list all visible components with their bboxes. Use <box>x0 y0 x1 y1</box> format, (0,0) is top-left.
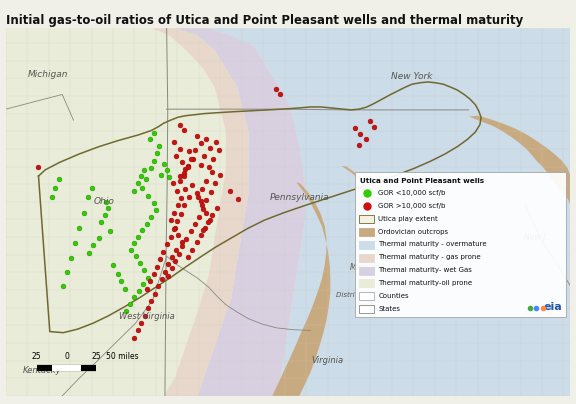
Text: Counties: Counties <box>378 293 409 299</box>
Polygon shape <box>469 116 570 205</box>
Polygon shape <box>342 166 372 203</box>
Text: Utica and Point Pleasant wells: Utica and Point Pleasant wells <box>360 178 484 184</box>
Text: Ohio: Ohio <box>94 197 115 206</box>
Text: Initial gas-to-oil ratios of Utica and Point Pleasant wells and thermal maturity: Initial gas-to-oil ratios of Utica and P… <box>6 14 523 27</box>
Polygon shape <box>272 183 330 396</box>
Text: New J.: New J. <box>525 234 548 242</box>
Text: Thermal maturity- wet Gas: Thermal maturity- wet Gas <box>378 267 472 273</box>
Polygon shape <box>209 28 570 396</box>
Text: Thermal maturity-oil prone: Thermal maturity-oil prone <box>378 280 472 286</box>
Bar <box>359 241 374 249</box>
Text: Pennsylvania: Pennsylvania <box>270 193 329 202</box>
Text: 0: 0 <box>64 352 69 361</box>
Bar <box>355 172 566 317</box>
Text: Ordovician outcrops: Ordovician outcrops <box>378 229 449 235</box>
Text: New York: New York <box>392 72 433 80</box>
Bar <box>359 215 374 223</box>
Text: Kentucky: Kentucky <box>23 366 62 375</box>
Text: States: States <box>378 306 400 312</box>
Bar <box>359 280 374 288</box>
Text: 50 miles: 50 miles <box>107 352 139 361</box>
Text: eia: eia <box>543 303 562 312</box>
Text: 25: 25 <box>91 352 101 361</box>
Bar <box>359 267 374 275</box>
Text: Thermal maturity - gas prone: Thermal maturity - gas prone <box>378 255 481 260</box>
Bar <box>359 254 374 262</box>
Text: 25: 25 <box>32 352 41 361</box>
Text: GOR <10,000 scf/b: GOR <10,000 scf/b <box>378 190 446 196</box>
Text: GOR >10,000 scf/b: GOR >10,000 scf/b <box>378 203 446 209</box>
Bar <box>359 292 374 300</box>
Text: Virginia: Virginia <box>312 356 343 366</box>
Polygon shape <box>153 28 248 396</box>
Polygon shape <box>175 28 305 396</box>
Text: Utica play extent: Utica play extent <box>378 216 438 222</box>
Bar <box>359 305 374 313</box>
Text: Maryland: Maryland <box>349 263 385 272</box>
Text: Michigan: Michigan <box>28 70 69 79</box>
Bar <box>359 228 374 236</box>
Text: District of Col.: District of Col. <box>336 292 386 298</box>
Text: Thermal maturity - overmature: Thermal maturity - overmature <box>378 242 487 248</box>
Text: West Virginia: West Virginia <box>119 312 175 321</box>
